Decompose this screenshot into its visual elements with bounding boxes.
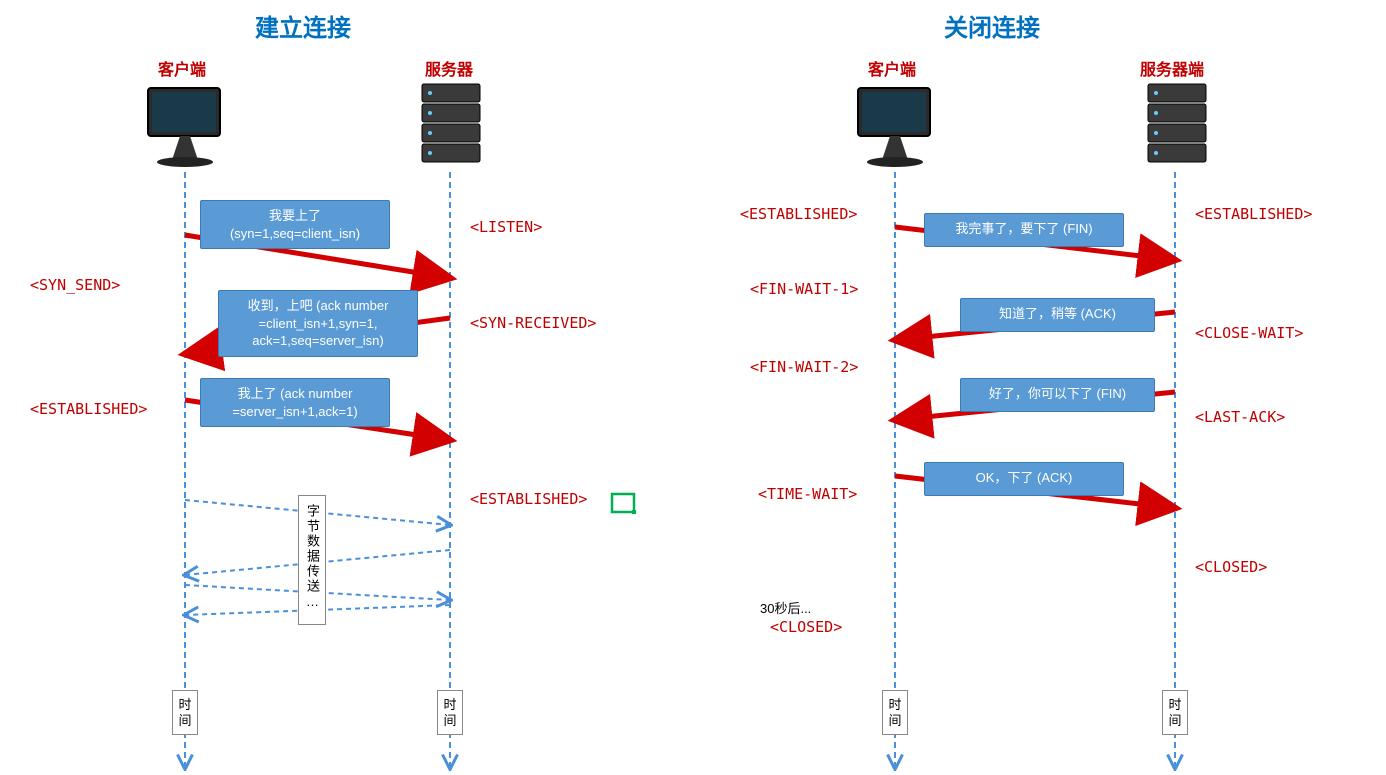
state-0: <SYN_SEND> <box>30 276 120 294</box>
state-7: <FIN-WAIT-2> <box>750 358 858 376</box>
left-msg-0: 我要上了(syn=1,seq=client_isn) <box>200 200 390 249</box>
right-msg-3: OK，下了 (ACK) <box>924 462 1124 496</box>
state-9: <CLOSED> <box>770 618 842 636</box>
right-client-label: 客户端 <box>868 56 916 80</box>
left-msg-2: 我上了 (ack number=server_isn+1,ack=1) <box>200 378 390 427</box>
state-10: <ESTABLISHED> <box>1195 205 1312 223</box>
state-6: <FIN-WAIT-1> <box>750 280 858 298</box>
state-8: <TIME-WAIT> <box>758 485 857 503</box>
left-msg-1: 收到，上吧 (ack number=client_isn+1,syn=1,ack… <box>218 290 418 357</box>
time-box-0: 时间 <box>172 690 198 735</box>
right-msg-2: 好了，你可以下了 (FIN) <box>960 378 1155 412</box>
data-transfer-box: 字节数据传送… <box>298 495 326 625</box>
left-server-label: 服务器 <box>425 56 473 80</box>
state-11: <CLOSE-WAIT> <box>1195 324 1303 342</box>
state-12: <LAST-ACK> <box>1195 408 1285 426</box>
state-2: <LISTEN> <box>470 218 542 236</box>
right-server-label: 服务器端 <box>1140 56 1204 80</box>
left-title: 建立连接 <box>255 8 351 43</box>
state-4: <ESTABLISHED> <box>470 490 587 508</box>
state-5: <ESTABLISHED> <box>740 205 857 223</box>
right-title: 关闭连接 <box>944 8 1040 43</box>
plain-30s: 30秒后... <box>760 598 811 617</box>
time-box-3: 时间 <box>1162 690 1188 735</box>
right-msg-0: 我完事了，要下了 (FIN) <box>924 213 1124 247</box>
time-box-1: 时间 <box>437 690 463 735</box>
time-box-2: 时间 <box>882 690 908 735</box>
state-1: <ESTABLISHED> <box>30 400 147 418</box>
left-client-label: 客户端 <box>158 56 206 80</box>
state-3: <SYN-RECEIVED> <box>470 314 596 332</box>
right-msg-1: 知道了，稍等 (ACK) <box>960 298 1155 332</box>
state-13: <CLOSED> <box>1195 558 1267 576</box>
